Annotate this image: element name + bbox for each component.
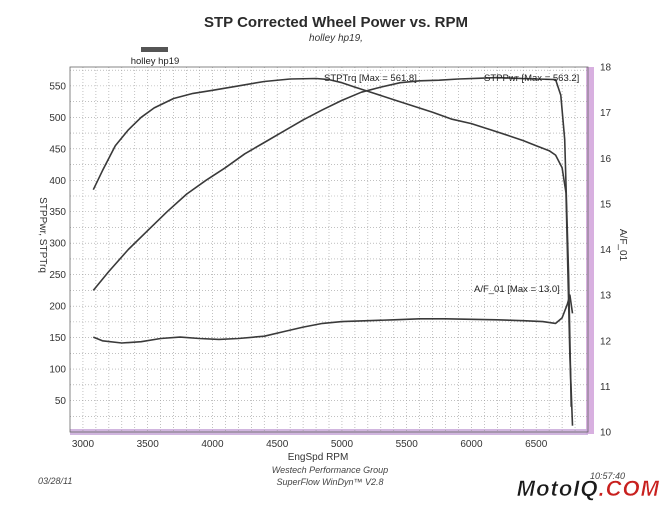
y-right-tick-label: 17: [600, 108, 612, 119]
left-axis-label: STPPwr, STPTrq: [37, 197, 48, 273]
y-left-tick-label: 300: [49, 239, 66, 250]
x-tick-label: 5500: [396, 439, 419, 450]
y-right-tick-label: 16: [600, 154, 612, 165]
y-left-tick-label: 550: [49, 81, 66, 92]
x-axis-label: EngSpd RPM: [288, 452, 349, 463]
series-line-stppwr: [92, 76, 572, 407]
y-right-tick-label: 15: [600, 199, 612, 210]
y-left-tick-label: 450: [49, 144, 66, 155]
x-tick-label: 4000: [201, 439, 224, 450]
x-tick-label: 6000: [460, 439, 483, 450]
x-tick-label: 5000: [331, 439, 354, 450]
footer-software: SuperFlow WinDyn™ V2.8: [277, 477, 384, 487]
plot-frame: [69, 66, 589, 433]
y-right-tick-label: 11: [600, 382, 611, 393]
right-axis-label: A/F_01: [617, 229, 628, 262]
chart-title: STP Corrected Wheel Power vs. RPM: [204, 14, 468, 31]
y-left-tick-label: 350: [49, 207, 66, 218]
footer-company: Westech Performance Group: [272, 465, 388, 475]
y-left-tick-label: 500: [49, 113, 66, 124]
chart-subtitle: holley hp19,: [309, 33, 363, 44]
y-left-tick-label: 250: [49, 270, 66, 281]
y-left-tick-label: 150: [49, 333, 66, 344]
series-label-stptrq: STPTrq [Max = 561.8]: [324, 73, 417, 84]
x-tick-label: 6500: [525, 439, 548, 450]
right-axis-band: [586, 67, 594, 434]
series-line-a-f-01: [92, 294, 574, 344]
legend-swatch: [141, 47, 168, 52]
x-tick-label: 4500: [266, 439, 289, 450]
y-right-tick-label: 12: [600, 336, 612, 347]
series-label-a-f-01: A/F_01 [Max = 13.0]: [474, 284, 560, 295]
plot-area: 50 100 150 200 250 300 350 400 450 500 550 10 11 12 13…: [49, 63, 611, 451]
footer-time: 10:57:40: [590, 471, 625, 481]
y-right-tick-label: 18: [600, 63, 612, 74]
motoiq-logo: MotoIQ.COM: [517, 476, 660, 501]
y-left-tick-label: 200: [49, 302, 66, 313]
series-label-stppwr: STPPwr [Max = 563.2]: [484, 73, 579, 84]
legend-label: holley hp19: [131, 56, 180, 67]
y-left-tick-label: 100: [49, 365, 66, 376]
y-left-tick-label: 400: [49, 176, 66, 187]
series-line-stptrq: [92, 77, 574, 426]
x-tick-label: 3000: [72, 439, 95, 450]
y-right-tick-label: 14: [600, 245, 612, 256]
x-tick-label: 3500: [137, 439, 160, 450]
y-left-tick-label: 50: [55, 396, 67, 407]
footer-date: 03/28/11: [38, 476, 72, 486]
y-right-tick-label: 13: [600, 291, 612, 302]
logo-domain-text: .COM: [599, 476, 660, 501]
logo-main-text: MotoIQ: [517, 476, 599, 501]
y-right-tick-label: 10: [600, 428, 612, 439]
